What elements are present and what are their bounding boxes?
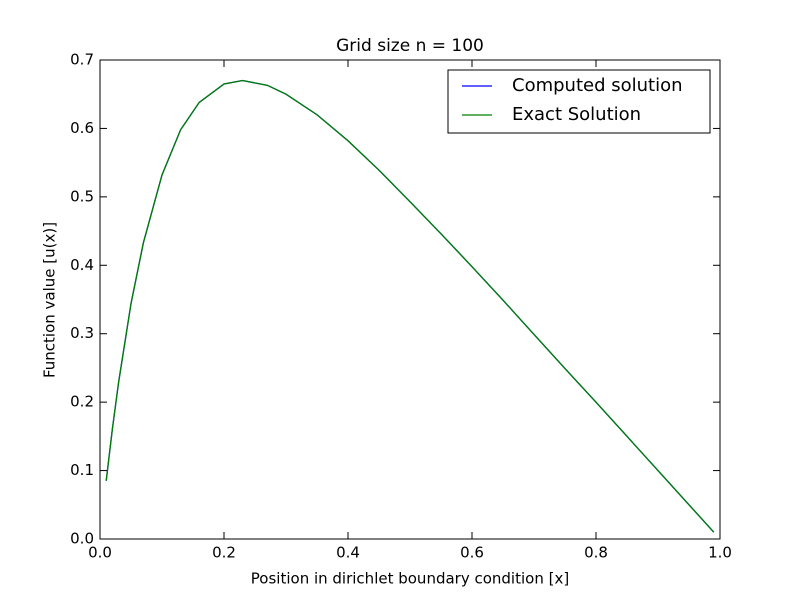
y-tick-label: 0.1 <box>70 461 94 479</box>
y-tick-label: 0.5 <box>70 187 94 205</box>
legend-label: Computed solution <box>512 75 683 96</box>
x-axis-label: Position in dirichlet boundary condition… <box>251 570 569 588</box>
series-line <box>105 79 715 533</box>
x-tick-label: 0.4 <box>336 544 360 562</box>
y-tick-label: 0.6 <box>70 119 94 137</box>
y-tick-label: 0.3 <box>70 324 94 342</box>
plot-frame <box>99 59 721 540</box>
x-tick-label: 0.6 <box>460 544 484 562</box>
y-tick-label: 0.0 <box>70 530 94 548</box>
y-axis-label: Function value [u(x)] <box>41 222 59 378</box>
x-tick-label: 0.0 <box>88 544 112 562</box>
x-tick-label: 0.2 <box>212 544 236 562</box>
chart-title: Grid size n = 100 <box>336 36 484 56</box>
x-tick-label: 0.8 <box>584 544 608 562</box>
y-tick-label: 0.7 <box>70 51 94 69</box>
legend-label: Exact Solution <box>512 104 641 125</box>
y-tick-label: 0.4 <box>70 256 94 274</box>
y-tick-label: 0.2 <box>70 393 94 411</box>
legend-box <box>447 69 711 134</box>
x-tick-label: 1.0 <box>708 544 732 562</box>
